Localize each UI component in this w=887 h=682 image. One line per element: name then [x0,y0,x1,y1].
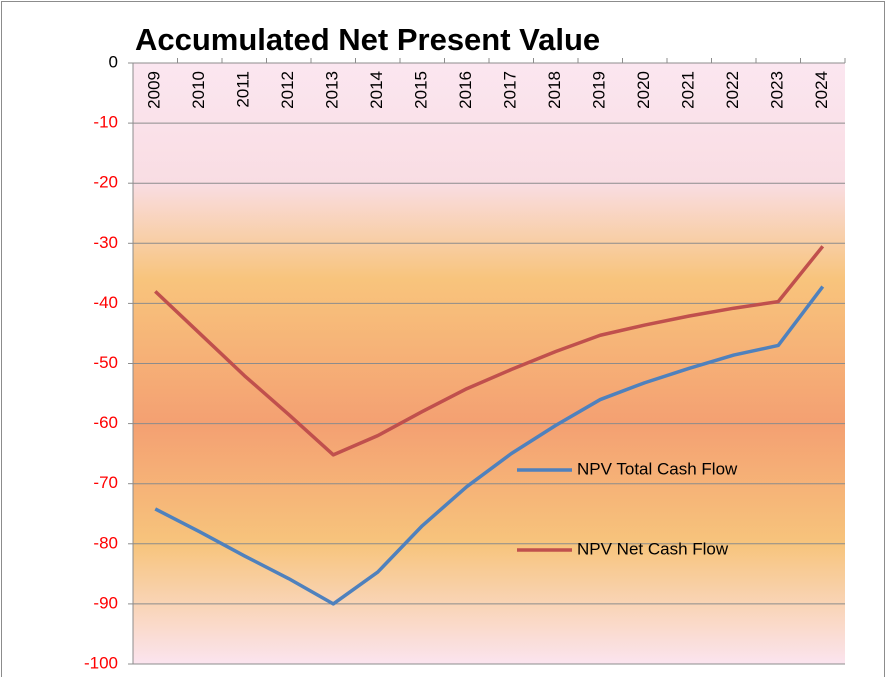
x-tick-label: 2011 [234,71,253,108]
x-tick-label: 2010 [189,71,208,109]
y-tick-label: -40 [93,293,118,312]
chart-title: Accumulated Net Present Value [135,22,600,57]
legend-label: NPV Total Cash Flow [577,459,738,478]
x-tick-label: 2019 [590,71,609,109]
x-tick-label: 2023 [768,71,787,109]
x-tick-label: 2009 [145,71,164,109]
x-tick-label: 2013 [323,71,342,109]
y-tick-label: -30 [93,233,118,252]
x-tick-label: 2020 [634,71,653,109]
x-tick-label: 2021 [679,71,698,109]
legend-label: NPV Net Cash Flow [577,539,729,558]
x-tick-label: 2012 [278,71,297,109]
series-line [154,285,825,606]
y-tick-label: 0 [109,52,118,71]
y-tick-label: -50 [93,353,118,372]
x-tick-label: 2014 [367,71,386,109]
y-tick-label: -20 [93,173,118,192]
x-tick-label: 2022 [723,71,742,109]
y-tick-label: -10 [93,113,118,132]
x-tick-label: 2015 [412,71,431,109]
x-tick-label: 2024 [812,71,831,109]
x-tick-label: 2016 [456,71,475,109]
series-line [154,245,825,457]
x-tick-label: 2018 [545,71,564,109]
y-tick-label: -70 [93,473,118,492]
x-tick-label: 2017 [501,71,520,109]
y-tick-label: -100 [84,653,118,672]
y-tick-label: -60 [93,413,118,432]
y-tick-label: -80 [93,533,118,552]
y-tick-label: -90 [93,593,118,612]
